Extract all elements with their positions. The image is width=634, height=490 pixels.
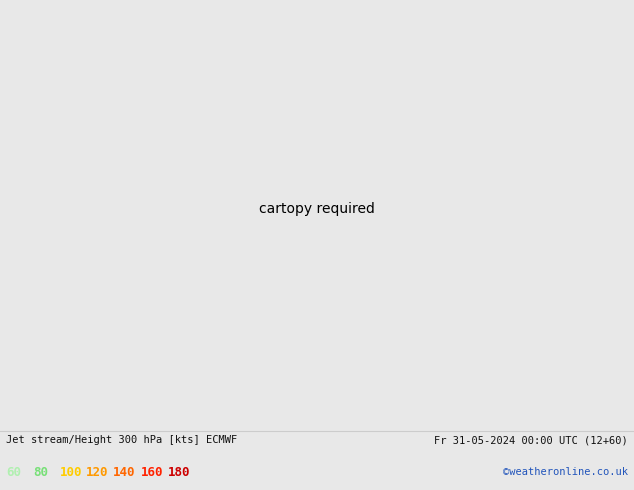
Text: Jet stream/Height 300 hPa [kts] ECMWF: Jet stream/Height 300 hPa [kts] ECMWF <box>6 435 238 445</box>
Text: ©weatheronline.co.uk: ©weatheronline.co.uk <box>503 467 628 477</box>
Text: 100: 100 <box>60 466 82 479</box>
Text: 80: 80 <box>33 466 48 479</box>
Text: 180: 180 <box>168 466 190 479</box>
Text: 60: 60 <box>6 466 22 479</box>
Text: 160: 160 <box>141 466 163 479</box>
Text: Fr 31-05-2024 00:00 UTC (12+60): Fr 31-05-2024 00:00 UTC (12+60) <box>434 435 628 445</box>
Text: 140: 140 <box>113 466 135 479</box>
Text: cartopy required: cartopy required <box>259 202 375 216</box>
Text: 120: 120 <box>86 466 108 479</box>
